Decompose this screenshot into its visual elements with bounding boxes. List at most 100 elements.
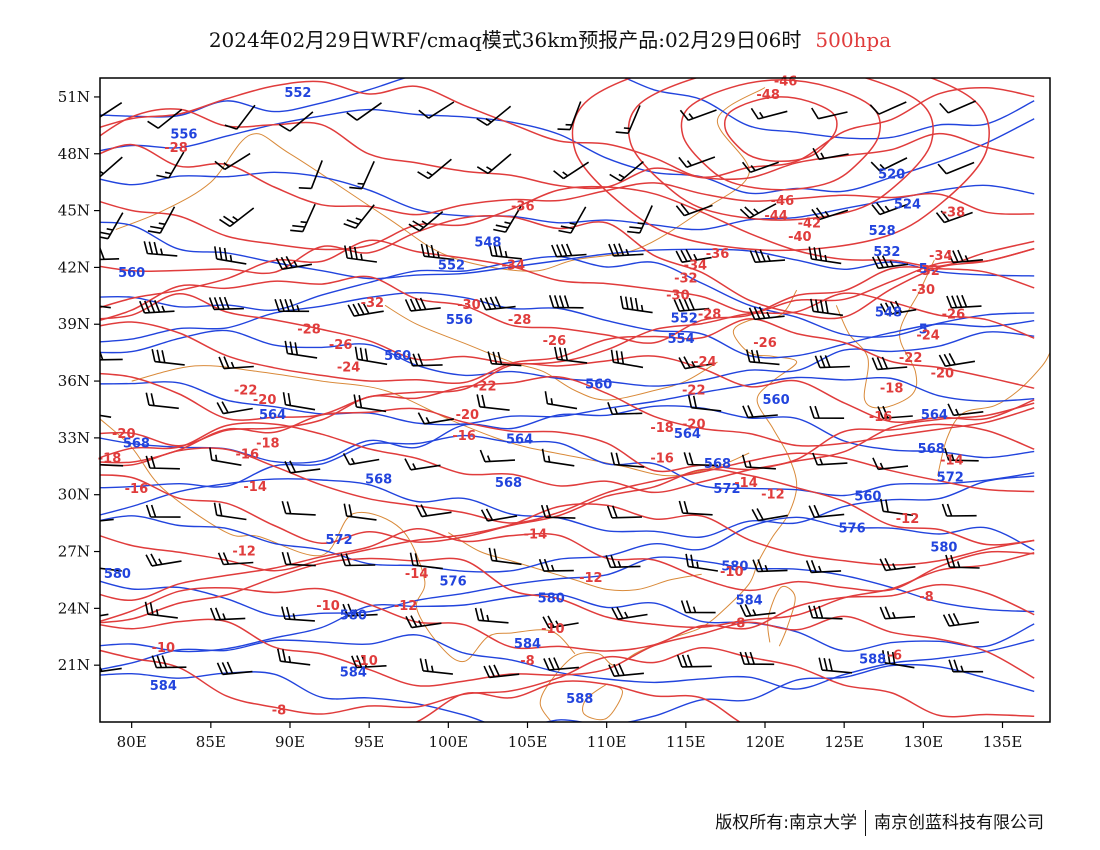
temperature-contour-label: -14: [243, 480, 267, 495]
wind-barb: [144, 601, 178, 619]
wind-barb: [483, 664, 520, 679]
wind-barb: [609, 160, 644, 182]
wind-barb: [673, 297, 710, 312]
wind-barb: [942, 613, 980, 627]
footer-divider: [865, 810, 866, 836]
temperature-contour-label: -46: [774, 75, 798, 90]
wind-barb: [805, 560, 842, 574]
height-isoline: [100, 634, 1035, 690]
wind-barb: [877, 405, 913, 419]
height-contour-label: 552: [671, 311, 698, 326]
lat-tick-label: 21N: [58, 656, 90, 674]
height-contour-label: 532: [873, 245, 900, 260]
temperature-contour-label: -30: [912, 283, 936, 298]
height-contour-label: 584: [514, 637, 541, 652]
lon-tick-label: 80E: [117, 733, 147, 751]
temperature-contour-label: -32: [674, 272, 698, 287]
wind-barb: [554, 346, 588, 364]
lon-tick-label: 110E: [587, 733, 627, 751]
wind-barb: [100, 102, 123, 118]
temperature-contour-label: -32: [361, 296, 385, 311]
wind-barb: [810, 298, 844, 317]
lat-tick-label: 39N: [58, 315, 90, 333]
wind-barb: [879, 606, 916, 620]
height-contour-label: 524: [894, 198, 921, 213]
temperature-contour-label: -16: [236, 448, 260, 463]
height-contour-label: 580: [721, 559, 748, 574]
height-isoline: [100, 405, 1035, 464]
temperature-isoline: [100, 583, 1035, 652]
wind-barb: [944, 447, 979, 462]
wind-barb: [340, 553, 376, 567]
height-isoline: [100, 329, 1035, 387]
wind-barb: [748, 306, 785, 321]
wind-barb: [607, 402, 643, 415]
wind-barb: [349, 160, 375, 190]
wind-barb: [814, 355, 850, 369]
copyright-left: 版权所有:南京大学: [715, 813, 857, 833]
temperature-contour-label: -28: [698, 308, 722, 323]
temperature-isoline: [100, 239, 1035, 314]
temperature-contour-label: -18: [256, 436, 280, 451]
temperature-isoline: [100, 143, 1035, 216]
height-contour-label: 5: [919, 323, 928, 338]
wind-barb: [540, 504, 576, 519]
height-contour-label: 580: [340, 609, 367, 624]
wind-barb: [752, 559, 788, 573]
wind-barb: [935, 210, 973, 224]
wind-barb: [678, 356, 715, 370]
temperature-contour-label: -10: [541, 622, 565, 637]
temperature-contour-label: -22: [234, 383, 258, 398]
wind-barb: [871, 202, 909, 216]
wind-barb: [870, 157, 908, 172]
height-contour-label: 528: [869, 224, 896, 239]
wind-barb: [488, 547, 522, 566]
wind-barb: [274, 298, 310, 313]
wind-barb: [147, 206, 176, 234]
temperature-contour-label: -48: [756, 88, 780, 103]
wind-barb: [678, 156, 716, 169]
wind-barb: [739, 651, 775, 666]
temperature-contour-label: -8: [919, 590, 933, 605]
wind-barb: [739, 603, 776, 618]
height-isoline: [100, 108, 1035, 195]
temperature-contour-label: -10: [152, 641, 176, 656]
wind-barb: [553, 161, 590, 180]
wind-barb: [480, 508, 518, 522]
temperature-contour-label: -14: [734, 476, 758, 491]
wind-barb: [608, 243, 644, 257]
temperature-contour-label: -24: [916, 328, 940, 343]
coastline-border: [131, 365, 750, 477]
wind-barb: [493, 205, 522, 233]
height-isoline: [100, 515, 1035, 573]
wind-barb: [408, 210, 444, 232]
wind-barb: [558, 206, 587, 234]
wind-barb: [606, 505, 643, 519]
wind-barb: [812, 452, 848, 466]
lat-tick-label: 24N: [58, 599, 90, 617]
height-contour-label: 588: [859, 652, 886, 667]
wind-barb: [809, 405, 845, 419]
wind-barb: [488, 243, 522, 260]
wind-barb: [948, 659, 984, 673]
temperature-isoline: [100, 108, 1035, 190]
temperature-isoline: [414, 680, 742, 722]
wind-barb: [354, 346, 388, 366]
temperature-contour-label: -34: [502, 258, 526, 273]
temperature-contour-label: -16: [869, 410, 893, 425]
wind-barb: [675, 203, 713, 217]
wind-barb: [879, 557, 916, 572]
lat-tick-label: 45N: [58, 202, 90, 220]
temperature-contour-label: -12: [896, 512, 920, 527]
wind-barb: [281, 551, 316, 567]
temperature-contour-label: -20: [682, 417, 706, 432]
temperature-isoline: [100, 422, 1035, 494]
temperature-isoline: [100, 355, 1035, 423]
lat-tick-label: 48N: [58, 145, 90, 163]
height-isoline: [100, 221, 1035, 280]
title-main: 2024年02月29日WRF/cmaq模式36km预报产品:02月29日06时: [208, 28, 802, 52]
wind-barb: [680, 600, 716, 614]
height-contour-label: 564: [506, 433, 533, 448]
temperature-contour-label: -8: [272, 703, 286, 718]
